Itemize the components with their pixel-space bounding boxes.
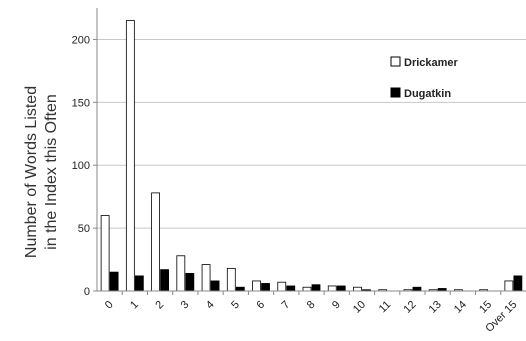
- x-tick-label: 14: [452, 299, 469, 316]
- bar-drickamer-6: [252, 280, 261, 292]
- bar-drickamer-0: [100, 215, 110, 292]
- bar-dugatkin-4: [210, 280, 220, 292]
- x-tick-label: 9: [330, 299, 343, 312]
- bar-drickamer-2: [151, 192, 160, 292]
- bar-drickamer-5: [226, 267, 236, 292]
- x-tick-label: 0: [103, 299, 116, 312]
- y-tick-label: 50: [78, 223, 90, 235]
- x-tick-label: 13: [427, 299, 444, 316]
- y-axis-label-line-1: Number of Words Listed: [23, 86, 40, 258]
- bar-drickamer-8: [302, 286, 312, 292]
- x-tick-label: 8: [305, 299, 318, 312]
- axes: [96, 8, 526, 292]
- bars: [100, 20, 523, 292]
- x-tick-label: 10: [351, 299, 368, 316]
- x-tick-label: 1: [128, 299, 141, 312]
- bar-drickamer-7: [277, 281, 287, 292]
- bar-dugatkin-9: [336, 285, 346, 292]
- x-tick-label: 11: [377, 299, 394, 316]
- bar-dugatkin-6: [261, 283, 270, 292]
- x-tick-label: 15: [477, 299, 494, 316]
- x-tick-label: 12: [401, 299, 418, 316]
- x-tick-label: 3: [179, 299, 192, 312]
- y-tick-label: 200: [72, 34, 90, 46]
- gridlines: [97, 38, 526, 229]
- x-tick-label: 5: [229, 299, 242, 312]
- bar-dugatkin-5: [235, 286, 245, 292]
- bar-dugatkin-12: [412, 286, 422, 292]
- y-tick-label: 150: [72, 97, 90, 109]
- legend-swatch-dugatkin: [390, 87, 401, 98]
- bar-drickamer-9: [327, 285, 337, 292]
- bar-dugatkin-0: [109, 271, 119, 292]
- bar-drickamer-10: [353, 286, 362, 292]
- y-tick-label: 100: [72, 160, 90, 172]
- legend-swatch-drickamer: [390, 56, 401, 67]
- bar-dugatkin-3: [185, 272, 195, 292]
- x-tick-label: 6: [254, 299, 267, 312]
- legend-label-dugatkin: Dugatkin: [404, 88, 451, 100]
- x-tick-label: 4: [204, 299, 217, 312]
- bar-dugatkin-7: [286, 285, 296, 292]
- bar-dugatkin-over-15: [513, 275, 523, 292]
- x-tick-label: 2: [153, 299, 166, 312]
- bar-drickamer-3: [176, 255, 186, 292]
- bar-dugatkin-8: [311, 284, 321, 292]
- y-tick-label: 0: [84, 286, 90, 298]
- bar-dugatkin-1: [134, 275, 144, 292]
- legend-label-drickamer: Drickamer: [404, 57, 459, 69]
- legend: Drickamer Dugatkin: [390, 56, 459, 100]
- y-axis-label: Number of Words Listed in the Index this…: [23, 86, 60, 258]
- y-axis-label-line-2: in the Index this Often: [43, 94, 60, 250]
- bar-drickamer-1: [125, 20, 135, 292]
- bar-dugatkin-2: [160, 269, 169, 292]
- bar-drickamer-4: [201, 264, 211, 292]
- y-tick-labels: 0 50 100 150 200: [72, 34, 97, 298]
- bar-drickamer-over-15: [504, 280, 514, 292]
- x-tick-label: 7: [280, 299, 293, 312]
